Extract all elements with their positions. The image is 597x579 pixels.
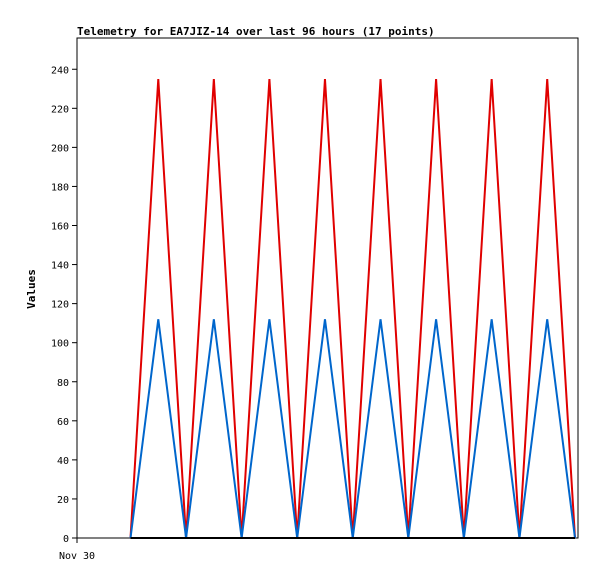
y-tick-label: 200 bbox=[51, 143, 69, 154]
y-tick-label: 40 bbox=[57, 456, 69, 467]
series-group bbox=[129, 78, 576, 539]
x-tick-label: Nov 30 bbox=[59, 551, 95, 562]
y-tick-label: 20 bbox=[57, 495, 69, 506]
y-tick-label: 160 bbox=[51, 222, 69, 233]
y-tick-label: 180 bbox=[51, 182, 69, 193]
series-line-0 bbox=[129, 78, 576, 539]
y-tick-label: 120 bbox=[51, 300, 69, 311]
y-tick-label: 240 bbox=[51, 65, 69, 76]
y-tick-label: 100 bbox=[51, 339, 69, 350]
x-axis: Nov 30 bbox=[59, 538, 95, 562]
y-tick-label: 80 bbox=[57, 378, 69, 389]
y-tick-label: 140 bbox=[51, 261, 69, 272]
y-tick-label: 60 bbox=[57, 417, 69, 428]
y-tick-label: 0 bbox=[63, 534, 69, 545]
y-axis-label: Values bbox=[25, 269, 38, 309]
y-tick-label: 220 bbox=[51, 104, 69, 115]
chart-title: Telemetry for EA7JIZ-14 over last 96 hou… bbox=[77, 25, 435, 38]
y-axis: 0 20 40 60 80 100 120 140 160 180 200 220 240 bbox=[51, 65, 77, 545]
